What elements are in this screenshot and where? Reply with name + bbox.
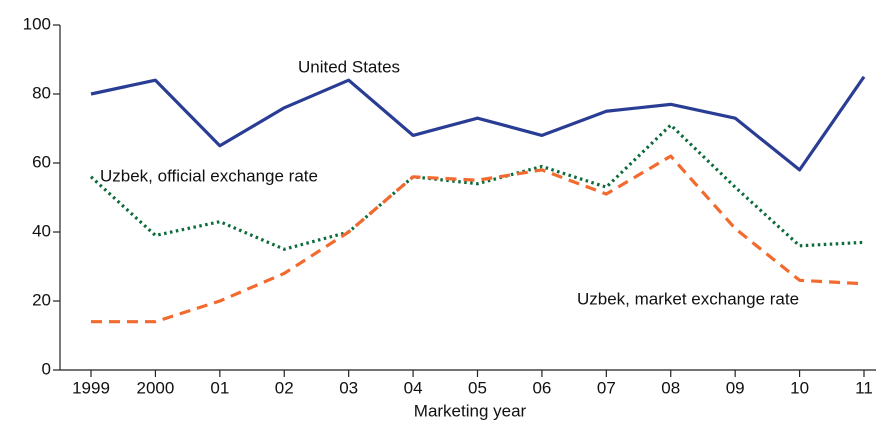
y-tick-label: 40	[32, 221, 51, 240]
x-tick-label: 08	[661, 378, 680, 397]
x-tick-label: 2000	[137, 378, 175, 397]
x-tick-label: 01	[210, 378, 229, 397]
y-tick-label: 0	[42, 359, 51, 378]
y-tick-label: 60	[32, 152, 51, 171]
x-tick-label: 09	[726, 378, 745, 397]
series-line	[90, 75, 866, 172]
series-label: Uzbek, official exchange rate	[100, 166, 318, 185]
x-tick-label: 05	[468, 378, 487, 397]
x-tick-label: 07	[597, 378, 616, 397]
x-tick-label: 03	[339, 378, 358, 397]
series-label: United States	[298, 57, 400, 76]
y-tick-label: 100	[23, 14, 51, 33]
x-tick-label: 06	[532, 378, 551, 397]
x-tick-label: 04	[404, 378, 423, 397]
series-line	[91, 154, 865, 324]
series-line	[89, 123, 865, 251]
x-tick-label: 1999	[72, 378, 110, 397]
y-tick-label: 80	[32, 83, 51, 102]
x-tick-label: 02	[275, 378, 294, 397]
y-tick-label: 20	[32, 290, 51, 309]
x-axis-label: Marketing year	[414, 401, 527, 420]
x-tick-label: 11	[855, 378, 873, 397]
x-tick-label: 10	[790, 378, 809, 397]
series-label: Uzbek, market exchange rate	[577, 289, 799, 308]
